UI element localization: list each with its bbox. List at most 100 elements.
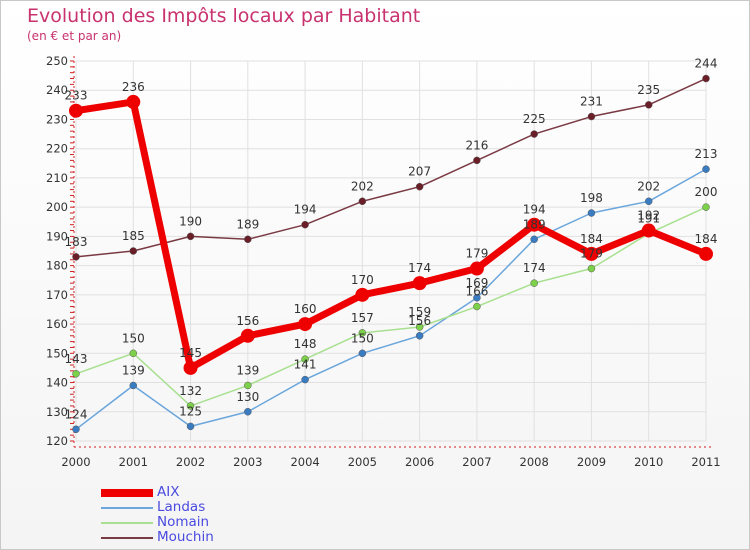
data-point-mouchin — [358, 197, 367, 206]
x-tick-label: 2010 — [634, 455, 663, 469]
legend-label: Mouchin — [157, 529, 214, 545]
data-point-aix — [412, 276, 427, 291]
data-label-nomain: 139 — [236, 363, 259, 377]
data-label-landas: 198 — [580, 191, 603, 205]
legend-label: Landas — [157, 499, 206, 515]
y-tick-label: 200 — [46, 200, 68, 214]
data-point-nomain — [473, 302, 481, 311]
data-label-aix: 184 — [695, 232, 718, 246]
legend-swatch — [101, 522, 153, 524]
data-point-aix — [240, 328, 255, 343]
data-label-aix: 192 — [637, 209, 660, 223]
data-point-aix — [469, 261, 484, 276]
legend-swatch — [101, 507, 153, 509]
x-tick-label: 2004 — [290, 455, 319, 469]
data-label-nomain: 159 — [408, 305, 431, 319]
data-label-mouchin: 225 — [523, 112, 546, 126]
data-label-nomain: 143 — [65, 352, 88, 366]
data-label-landas: 125 — [179, 404, 202, 418]
y-tick-label: 140 — [46, 376, 68, 390]
y-tick-label: 180 — [46, 259, 68, 273]
y-tick-label: 150 — [46, 346, 68, 360]
x-tick-label: 2009 — [577, 455, 606, 469]
data-label-nomain: 148 — [294, 337, 317, 351]
data-label-landas: 169 — [465, 276, 488, 290]
data-point-aix — [298, 317, 313, 332]
data-point-mouchin — [186, 232, 195, 241]
data-label-mouchin: 244 — [695, 57, 718, 71]
data-label-landas: 141 — [294, 358, 317, 372]
data-point-landas — [301, 375, 309, 384]
data-label-nomain: 191 — [637, 211, 660, 225]
y-tick-label: 120 — [46, 434, 68, 448]
data-point-mouchin — [473, 156, 481, 165]
series-line-mouchin — [75, 77, 707, 258]
data-label-landas: 130 — [236, 390, 259, 404]
data-point-aix — [126, 94, 141, 109]
legend-swatch — [101, 489, 153, 497]
x-tick-label: 2001 — [119, 455, 148, 469]
x-tick-label: 2006 — [405, 455, 434, 469]
data-label-landas: 124 — [65, 407, 88, 421]
data-point-landas — [587, 209, 596, 217]
data-point-nomain — [129, 349, 138, 358]
data-label-landas: 189 — [523, 217, 546, 231]
data-point-nomain — [702, 203, 710, 211]
data-point-landas — [644, 197, 653, 206]
data-label-landas: 150 — [351, 331, 374, 345]
data-point-mouchin — [530, 130, 538, 138]
series-landas — [72, 165, 710, 434]
x-tick-label: 2005 — [348, 455, 377, 469]
data-label-mouchin: 216 — [465, 138, 488, 152]
data-point-mouchin — [301, 220, 309, 229]
y-tick-label: 240 — [46, 83, 68, 97]
series-mouchin — [72, 74, 710, 261]
legend-label: Nomain — [157, 514, 210, 530]
data-label-mouchin: 207 — [408, 165, 431, 179]
series-line-aix — [72, 98, 710, 372]
data-point-aix — [355, 287, 370, 302]
data-label-mouchin: 202 — [351, 179, 374, 193]
data-point-landas — [244, 408, 252, 416]
data-label-aix: 170 — [351, 273, 374, 287]
data-point-nomain — [358, 329, 367, 337]
data-label-mouchin: 183 — [65, 235, 88, 249]
x-tick-label: 2007 — [462, 455, 491, 469]
data-point-nomain — [72, 370, 80, 378]
data-label-nomain: 132 — [179, 384, 202, 398]
data-point-landas — [530, 235, 538, 244]
data-point-mouchin — [644, 101, 653, 109]
data-label-mouchin: 190 — [179, 214, 202, 228]
data-label-mouchin: 189 — [236, 217, 259, 231]
data-point-mouchin — [244, 235, 252, 244]
x-tick-label: 2008 — [520, 455, 549, 469]
data-label-landas: 139 — [122, 363, 145, 377]
series-nomain — [72, 203, 710, 410]
data-label-landas: 213 — [695, 147, 718, 161]
data-point-aix — [641, 223, 656, 238]
data-point-mouchin — [587, 112, 596, 121]
data-label-mouchin: 235 — [637, 83, 660, 97]
x-tick-label: 2000 — [61, 455, 90, 469]
data-label-nomain: 157 — [351, 311, 374, 325]
data-point-aix — [183, 360, 198, 375]
data-point-aix — [584, 246, 599, 261]
data-label-nomain: 166 — [465, 285, 488, 299]
data-point-nomain — [301, 355, 309, 363]
y-tick-label: 190 — [46, 229, 68, 243]
data-label-mouchin: 231 — [580, 95, 603, 109]
y-tick-label: 250 — [46, 54, 68, 68]
y-tick-label: 210 — [46, 171, 68, 185]
data-point-mouchin — [129, 247, 138, 255]
data-point-nomain — [186, 402, 195, 410]
data-point-nomain — [244, 381, 252, 390]
data-point-landas — [415, 332, 424, 340]
x-tick-label: 2003 — [233, 455, 262, 469]
data-point-landas — [186, 422, 195, 431]
data-label-aix: 174 — [408, 261, 431, 275]
data-label-nomain: 174 — [523, 261, 546, 275]
data-point-aix — [69, 103, 83, 118]
x-tick-label: 2002 — [176, 455, 205, 469]
